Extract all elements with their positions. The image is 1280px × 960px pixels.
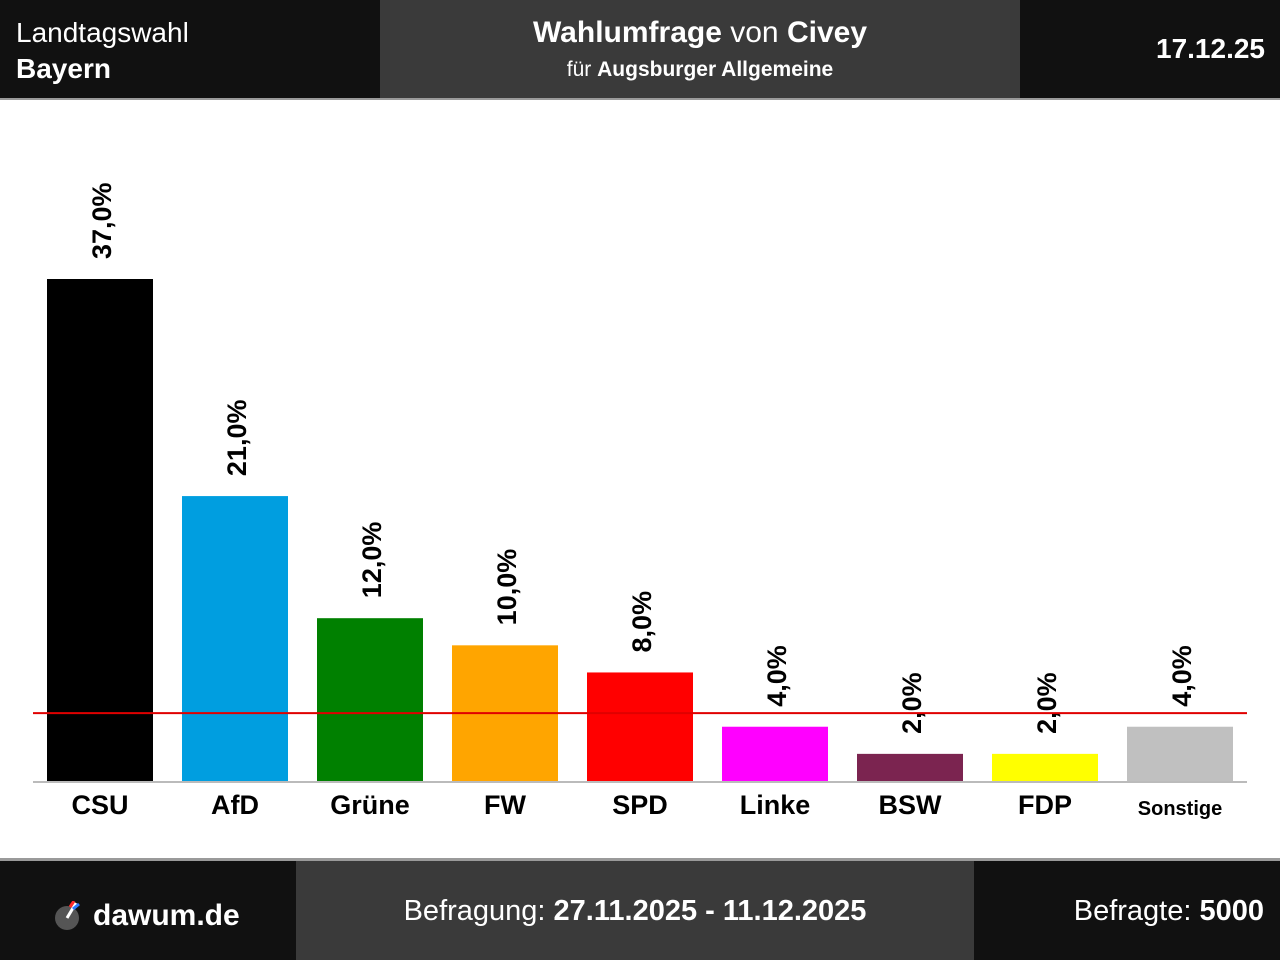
state-name: Bayern (16, 53, 111, 84)
bar-fdp (992, 753, 1098, 781)
value-label-csu: 37,0% (87, 182, 117, 259)
bar-bsw (857, 753, 963, 781)
bar-afd (182, 496, 288, 781)
value-label-fdp: 2,0% (1032, 672, 1062, 734)
category-label-spd: SPD (612, 790, 668, 820)
value-label-bsw: 2,0% (897, 672, 927, 734)
category-label-fdp: FDP (1018, 790, 1072, 820)
category-label-grüne: Grüne (330, 790, 410, 820)
bar-csu (47, 279, 153, 781)
survey-dates: 27.11.2025 - 11.12.2025 (553, 895, 867, 927)
poll-von: von (730, 16, 779, 49)
header-election-info: Landtagswahl Bayern (0, 0, 378, 98)
value-label-fw: 10,0% (492, 549, 522, 626)
site-name[interactable]: dawum.de (93, 899, 240, 932)
poll-title: Wahlumfrage von Civey (380, 16, 1020, 50)
bar-spd (587, 672, 693, 781)
header: Landtagswahl Bayern Wahlumfrage von Cive… (0, 0, 1280, 98)
header-poll-info: Wahlumfrage von Civey für Augsburger All… (380, 0, 1020, 98)
value-label-sonstige: 4,0% (1167, 645, 1197, 707)
value-label-spd: 8,0% (627, 591, 657, 653)
poll-client: für Augsburger Allgemeine (380, 58, 1020, 82)
bar-grüne (317, 618, 423, 781)
survey-label: Befragung: (403, 895, 546, 927)
footer-respondents: Befragte: 5000 (976, 861, 1280, 960)
category-label-fw: FW (484, 790, 526, 820)
poll-label: Wahlumfrage (532, 16, 722, 49)
value-label-afd: 21,0% (222, 400, 252, 477)
respondents-text: Befragte: 5000 (1074, 895, 1264, 928)
respondents-count: 5000 (1199, 895, 1264, 927)
client-prefix: für (566, 58, 592, 81)
election-type: Landtagswahl (16, 17, 189, 48)
institute-name: Civey (786, 16, 868, 49)
category-label-afd: AfD (211, 790, 259, 820)
footer: dawum.de Befragung: 27.11.2025 - 11.12.2… (0, 861, 1280, 960)
dawum-logo-icon (55, 901, 80, 930)
publication-date: 17.12.25 (1156, 33, 1265, 64)
bar-sonstige (1127, 726, 1233, 781)
respondents-label: Befragte: (1073, 895, 1192, 927)
poll-bar-chart: 37,0% CSU 21,0% AfD 12,0% Grüne 10,0% FW 8,0% SPD… (33, 182, 1247, 820)
category-label-bsw: BSW (879, 790, 943, 820)
client-name: Augsburger Allgemeine (597, 58, 834, 81)
value-label-linke: 4,0% (762, 645, 792, 707)
category-label-csu: CSU (71, 790, 128, 820)
bar-linke (722, 726, 828, 781)
footer-survey-period: Befragung: 27.11.2025 - 11.12.2025 (296, 861, 974, 960)
header-divider (0, 98, 1280, 100)
category-label-sonstige: Sonstige (1138, 798, 1222, 820)
footer-brand: dawum.de (0, 861, 294, 960)
header-date-box: 17.12.25 (1021, 0, 1280, 98)
category-label-linke: Linke (740, 790, 811, 820)
survey-period-text: Befragung: 27.11.2025 - 11.12.2025 (296, 895, 974, 928)
value-label-grüne: 12,0% (357, 522, 387, 599)
footer-divider (0, 858, 1280, 861)
